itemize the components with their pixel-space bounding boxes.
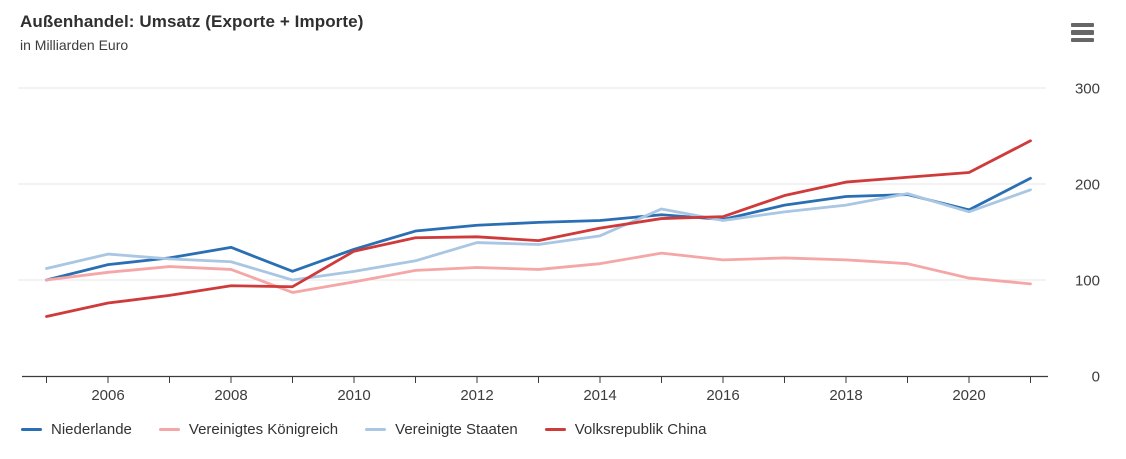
legend-item-vereinigte-staaten[interactable]: Vereinigte Staaten	[365, 421, 518, 438]
series-line-niederlande[interactable]	[45, 176, 1032, 282]
legend-swatch-icon	[544, 427, 566, 432]
x-axis-label: 2018	[829, 387, 862, 404]
y-axis-label: 100	[1075, 273, 1100, 290]
legend-item-niederlande[interactable]: Niederlande	[21, 421, 132, 438]
chart-menu-button[interactable]	[1068, 20, 1098, 48]
x-axis-label: 2016	[706, 387, 739, 404]
chart-header: Außenhandel: Umsatz (Exporte + Importe) …	[20, 12, 363, 53]
legend-item-volksrepublik-china[interactable]: Volksrepublik China	[544, 421, 707, 438]
legend: Niederlande Vereinigtes Königreich Vereini…	[21, 421, 707, 438]
chart-subtitle: in Milliarden Euro	[20, 37, 129, 53]
x-axis-label: 2020	[952, 387, 985, 404]
y-axis-label: 0	[1092, 369, 1100, 386]
series-line-vereinigtes-k-nigreich[interactable]	[45, 251, 1032, 294]
legend-swatch-icon	[365, 427, 387, 432]
series-line-vereinigte-staaten[interactable]	[45, 188, 1032, 282]
legend-swatch-icon	[158, 427, 180, 432]
x-axis-label: 2012	[460, 387, 493, 404]
gridlines	[18, 87, 1046, 281]
x-axis-labels: 2006 2008 2010 2012 2014 2016 2018 2020	[91, 387, 985, 404]
legend-label: Vereinigtes Königreich	[188, 421, 339, 438]
series-lines	[45, 139, 1032, 318]
x-axis-label: 2010	[337, 387, 370, 404]
y-axis-label: 300	[1075, 81, 1100, 98]
legend-label: Niederlande	[51, 421, 132, 438]
x-axis-label: 2008	[214, 387, 247, 404]
x-axis-label: 2006	[91, 387, 124, 404]
hamburger-icon	[1071, 22, 1095, 43]
chart-title: Außenhandel: Umsatz (Exporte + Importe)	[20, 12, 364, 31]
legend-label: Vereinigte Staaten	[395, 421, 518, 438]
x-axis-label: 2014	[583, 387, 616, 404]
legend-label: Volksrepublik China	[574, 421, 707, 438]
legend-item-vereinigtes-k-nigreich[interactable]: Vereinigtes Königreich	[158, 421, 339, 438]
y-axis-label: 200	[1075, 177, 1100, 194]
legend-swatch-icon	[21, 427, 42, 432]
x-axis	[22, 375, 1048, 383]
series-line-volksrepublik-china[interactable]	[45, 139, 1032, 318]
y-axis-labels: 0 100 200 300	[1075, 81, 1100, 386]
